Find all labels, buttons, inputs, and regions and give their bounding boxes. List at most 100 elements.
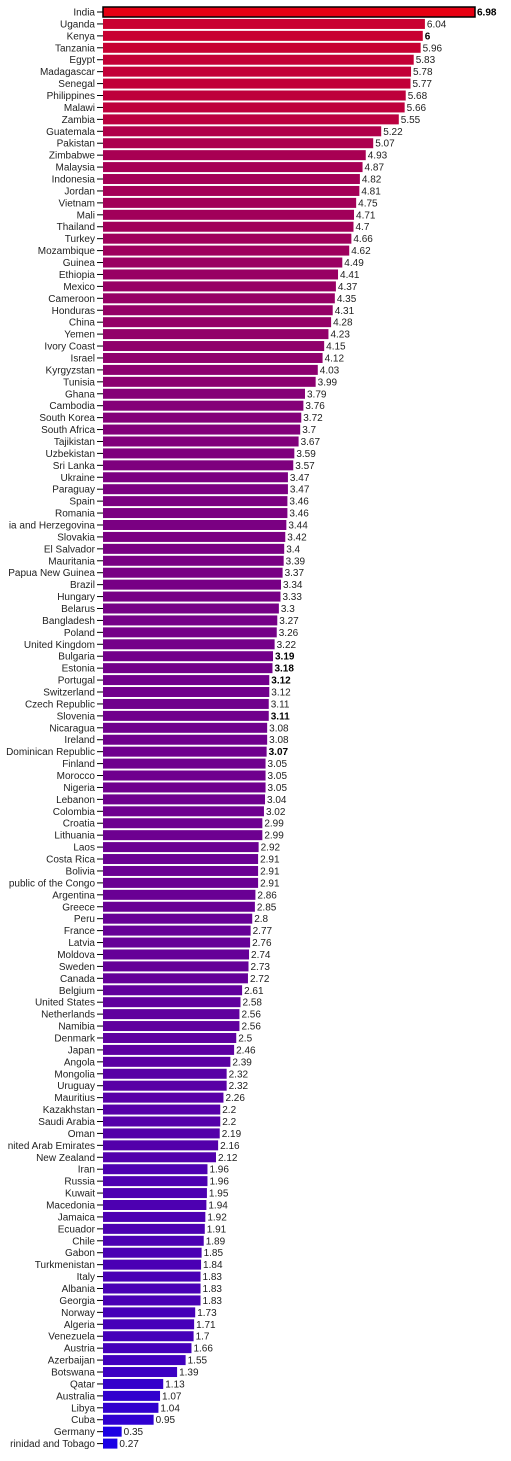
bar-latvia[interactable] <box>103 937 251 948</box>
bar-moldova[interactable] <box>103 949 250 960</box>
bar-finland[interactable] <box>103 758 266 769</box>
bar-kazakhstan[interactable] <box>103 1104 221 1115</box>
bar-guatemala[interactable] <box>103 126 382 137</box>
bar-kenya[interactable] <box>103 30 423 41</box>
bar-libya[interactable] <box>103 1402 159 1413</box>
bar-mongolia[interactable] <box>103 1068 227 1079</box>
bar-azerbaijan[interactable] <box>103 1355 186 1366</box>
bar-belarus[interactable] <box>103 603 279 614</box>
bar-philippines[interactable] <box>103 90 406 101</box>
bar-mali[interactable] <box>103 209 355 220</box>
bar-ia-and-herzegovina[interactable] <box>103 519 287 530</box>
bar-italy[interactable] <box>103 1271 201 1282</box>
bar-dominican-republic[interactable] <box>103 746 267 757</box>
bar-hungary[interactable] <box>103 591 281 602</box>
bar-kuwait[interactable] <box>103 1188 207 1199</box>
bar-madagascar[interactable] <box>103 66 412 77</box>
bar-thailand[interactable] <box>103 221 354 232</box>
bar-albania[interactable] <box>103 1283 201 1294</box>
bar-bangladesh[interactable] <box>103 615 278 626</box>
bar-new-zealand[interactable] <box>103 1152 216 1163</box>
bar-algeria[interactable] <box>103 1319 195 1330</box>
bar-lebanon[interactable] <box>103 794 266 805</box>
bar-ecuador[interactable] <box>103 1223 205 1234</box>
bar-sri-lanka[interactable] <box>103 460 294 471</box>
bar-estonia[interactable] <box>103 663 273 674</box>
bar-tajikistan[interactable] <box>103 436 299 447</box>
bar-brazil[interactable] <box>103 579 282 590</box>
bar-croatia[interactable] <box>103 818 263 829</box>
bar-australia[interactable] <box>103 1390 161 1401</box>
bar-slovenia[interactable] <box>103 710 269 721</box>
bar-costa-rica[interactable] <box>103 854 259 865</box>
bar-papua-new-guinea[interactable] <box>103 567 283 578</box>
bar-sweden[interactable] <box>103 961 249 972</box>
bar-mauritius[interactable] <box>103 1092 224 1103</box>
bar-israel[interactable] <box>103 352 323 363</box>
bar-rinidad-and-tobago[interactable] <box>103 1438 118 1449</box>
bar-lithuania[interactable] <box>103 830 263 841</box>
bar-japan[interactable] <box>103 1044 235 1055</box>
bar-belgium[interactable] <box>103 985 243 996</box>
bar-greece[interactable] <box>103 901 255 912</box>
bar-senegal[interactable] <box>103 78 411 89</box>
bar-jordan[interactable] <box>103 185 360 196</box>
bar-qatar[interactable] <box>103 1378 164 1389</box>
bar-portugal[interactable] <box>103 675 270 686</box>
bar-ethiopia[interactable] <box>103 269 339 280</box>
bar-saudi-arabia[interactable] <box>103 1116 221 1127</box>
bar-nicaragua[interactable] <box>103 722 268 733</box>
bar-chile[interactable] <box>103 1235 204 1246</box>
bar-ivory-coast[interactable] <box>103 341 325 352</box>
bar-uzbekistan[interactable] <box>103 448 295 459</box>
bar-iran[interactable] <box>103 1164 208 1175</box>
bar-paraguay[interactable] <box>103 484 288 495</box>
bar-guinea[interactable] <box>103 257 343 268</box>
bar-ukraine[interactable] <box>103 472 288 483</box>
bar-netherlands[interactable] <box>103 1009 240 1020</box>
bar-namibia[interactable] <box>103 1021 240 1032</box>
bar-india[interactable] <box>102 6 476 18</box>
bar-nited-arab-emirates[interactable] <box>103 1140 219 1151</box>
bar-france[interactable] <box>103 925 251 936</box>
bar-bolivia[interactable] <box>103 865 259 876</box>
bar-tunisia[interactable] <box>103 376 316 387</box>
bar-mexico[interactable] <box>103 281 336 292</box>
bar-macedonia[interactable] <box>103 1200 207 1210</box>
bar-united-states[interactable] <box>103 997 241 1008</box>
bar-angola[interactable] <box>103 1056 231 1067</box>
bar-germany[interactable] <box>103 1426 122 1437</box>
bar-south-africa[interactable] <box>103 424 301 435</box>
bar-malawi[interactable] <box>103 102 405 113</box>
bar-united-kingdom[interactable] <box>103 639 275 650</box>
bar-cuba[interactable] <box>103 1414 154 1425</box>
bar-spain[interactable] <box>103 496 288 507</box>
bar-cameroon[interactable] <box>103 293 335 304</box>
bar-argentina[interactable] <box>103 889 256 900</box>
bar-botswana[interactable] <box>103 1367 178 1378</box>
bar-nigeria[interactable] <box>103 782 266 793</box>
bar-poland[interactable] <box>103 627 277 638</box>
bar-norway[interactable] <box>103 1307 196 1318</box>
bar-russia[interactable] <box>103 1176 208 1187</box>
bar-uganda[interactable] <box>103 18 425 29</box>
bar-pakistan[interactable] <box>103 138 374 149</box>
bar-turkmenistan[interactable] <box>103 1259 202 1270</box>
bar-vietnam[interactable] <box>103 197 357 208</box>
bar-uruguay[interactable] <box>103 1080 227 1091</box>
bar-colombia[interactable] <box>103 806 264 817</box>
bar-mozambique[interactable] <box>103 245 350 256</box>
bar-cambodia[interactable] <box>103 400 304 411</box>
bar-honduras[interactable] <box>103 305 333 316</box>
bar-public-of-the-congo[interactable] <box>103 877 259 888</box>
bar-georgia[interactable] <box>103 1295 201 1306</box>
bar-ireland[interactable] <box>103 734 268 745</box>
bar-turkey[interactable] <box>103 233 352 244</box>
bar-zambia[interactable] <box>103 114 399 125</box>
bar-indonesia[interactable] <box>103 174 360 185</box>
bar-mauritania[interactable] <box>103 555 284 566</box>
bar-zimbabwe[interactable] <box>103 150 366 161</box>
bar-el-salvador[interactable] <box>103 543 285 554</box>
bar-south-korea[interactable] <box>103 412 302 423</box>
bar-china[interactable] <box>103 317 332 328</box>
